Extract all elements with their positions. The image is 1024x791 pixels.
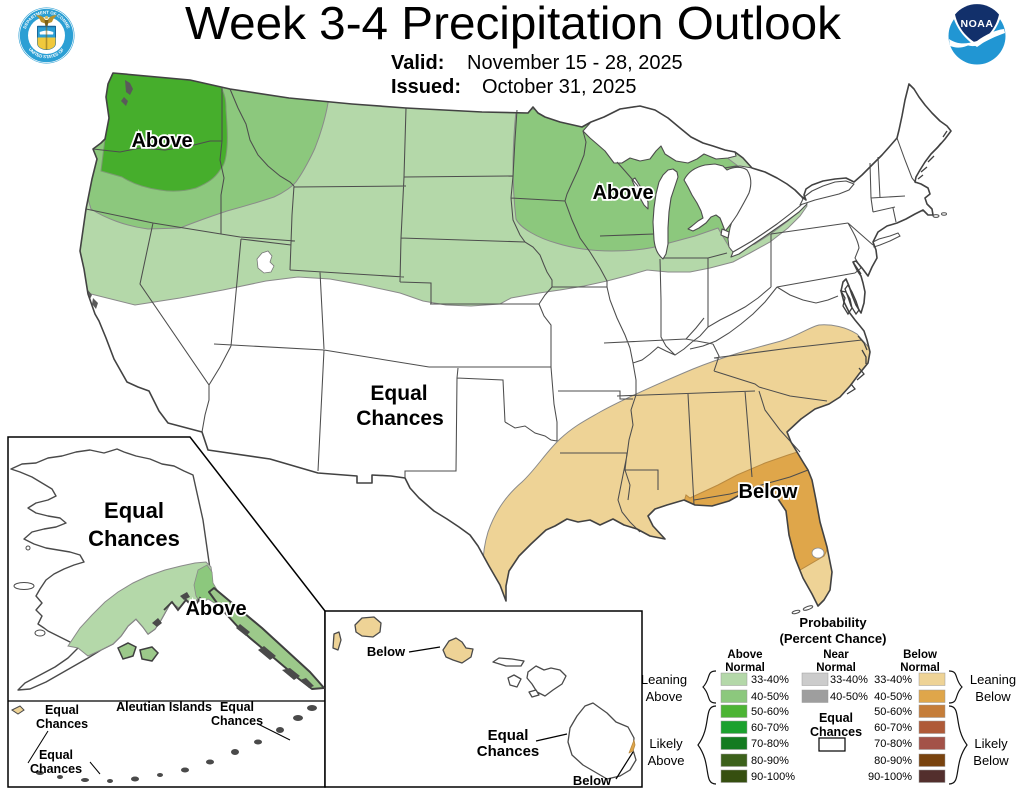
svg-text:Below: Below — [739, 481, 798, 503]
svg-text:Equal: Equal — [104, 498, 164, 523]
svg-text:Valid:: Valid: — [391, 52, 444, 74]
svg-text:Chances: Chances — [30, 762, 82, 776]
svg-text:Below: Below — [903, 649, 937, 661]
svg-text:Below: Below — [975, 689, 1011, 704]
svg-text:Issued:: Issued: — [391, 76, 461, 98]
svg-text:40-50%: 40-50% — [874, 691, 912, 703]
svg-text:90-100%: 90-100% — [751, 771, 795, 783]
svg-text:Near: Near — [823, 649, 849, 661]
svg-text:Normal: Normal — [725, 662, 765, 674]
svg-text:Likely: Likely — [649, 736, 683, 751]
svg-text:Chances: Chances — [88, 526, 180, 551]
svg-text:Above: Above — [646, 689, 683, 704]
svg-text:Normal: Normal — [900, 662, 940, 674]
svg-text:70-80%: 70-80% — [751, 738, 789, 750]
svg-text:Chances: Chances — [810, 725, 862, 739]
svg-text:Likely: Likely — [974, 736, 1008, 751]
svg-text:50-60%: 50-60% — [751, 706, 789, 718]
svg-text:Probability: Probability — [799, 615, 867, 630]
svg-text:October 31, 2025: October 31, 2025 — [482, 76, 637, 98]
svg-text:Equal: Equal — [220, 700, 254, 714]
svg-text:80-90%: 80-90% — [751, 755, 789, 767]
svg-text:60-70%: 60-70% — [874, 722, 912, 734]
svg-text:50-60%: 50-60% — [874, 706, 912, 718]
svg-text:Equal: Equal — [39, 748, 73, 762]
svg-text:Above: Above — [592, 182, 653, 204]
svg-text:33-40%: 33-40% — [751, 674, 789, 686]
svg-text:Chances: Chances — [211, 714, 263, 728]
svg-text:Equal: Equal — [819, 711, 853, 725]
svg-text:Equal: Equal — [488, 727, 529, 744]
svg-text:70-80%: 70-80% — [874, 738, 912, 750]
svg-text:90-100%: 90-100% — [868, 771, 912, 783]
svg-text:Normal: Normal — [816, 662, 856, 674]
svg-text:Above: Above — [648, 753, 685, 768]
svg-text:NOAA: NOAA — [961, 18, 994, 30]
svg-text:40-50%: 40-50% — [830, 691, 868, 703]
svg-text:Equal: Equal — [45, 703, 79, 717]
svg-text:November 15 - 28, 2025: November 15 - 28, 2025 — [467, 52, 683, 74]
svg-text:Above: Above — [131, 130, 192, 152]
svg-text:Chances: Chances — [477, 743, 540, 760]
svg-text:33-40%: 33-40% — [830, 674, 868, 686]
svg-text:80-90%: 80-90% — [874, 755, 912, 767]
svg-text:60-70%: 60-70% — [751, 722, 789, 734]
svg-text:Chances: Chances — [36, 717, 88, 731]
svg-text:Below: Below — [973, 753, 1009, 768]
svg-text:40-50%: 40-50% — [751, 691, 789, 703]
svg-text:Week 3-4 Precipitation Outlook: Week 3-4 Precipitation Outlook — [185, 0, 842, 49]
svg-text:Below: Below — [573, 773, 612, 788]
svg-text:Leaning: Leaning — [970, 672, 1016, 687]
svg-text:Chances: Chances — [356, 407, 444, 430]
svg-text:Equal: Equal — [370, 382, 427, 405]
svg-text:Aleutian Islands: Aleutian Islands — [116, 700, 212, 714]
svg-text:33-40%: 33-40% — [874, 674, 912, 686]
svg-text:Below: Below — [367, 644, 406, 659]
svg-text:(Percent Chance): (Percent Chance) — [780, 631, 887, 646]
svg-text:Above: Above — [727, 649, 762, 661]
svg-text:Above: Above — [185, 598, 246, 620]
svg-text:Leaning: Leaning — [641, 672, 687, 687]
